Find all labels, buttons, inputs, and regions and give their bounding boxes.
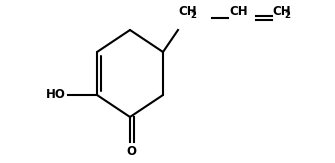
- Text: CH: CH: [272, 5, 291, 18]
- Text: 2: 2: [284, 10, 290, 20]
- Text: CH: CH: [229, 5, 248, 18]
- Text: 2: 2: [190, 10, 196, 20]
- Text: CH: CH: [178, 5, 197, 18]
- Text: O: O: [127, 145, 136, 158]
- Text: HO: HO: [46, 89, 66, 102]
